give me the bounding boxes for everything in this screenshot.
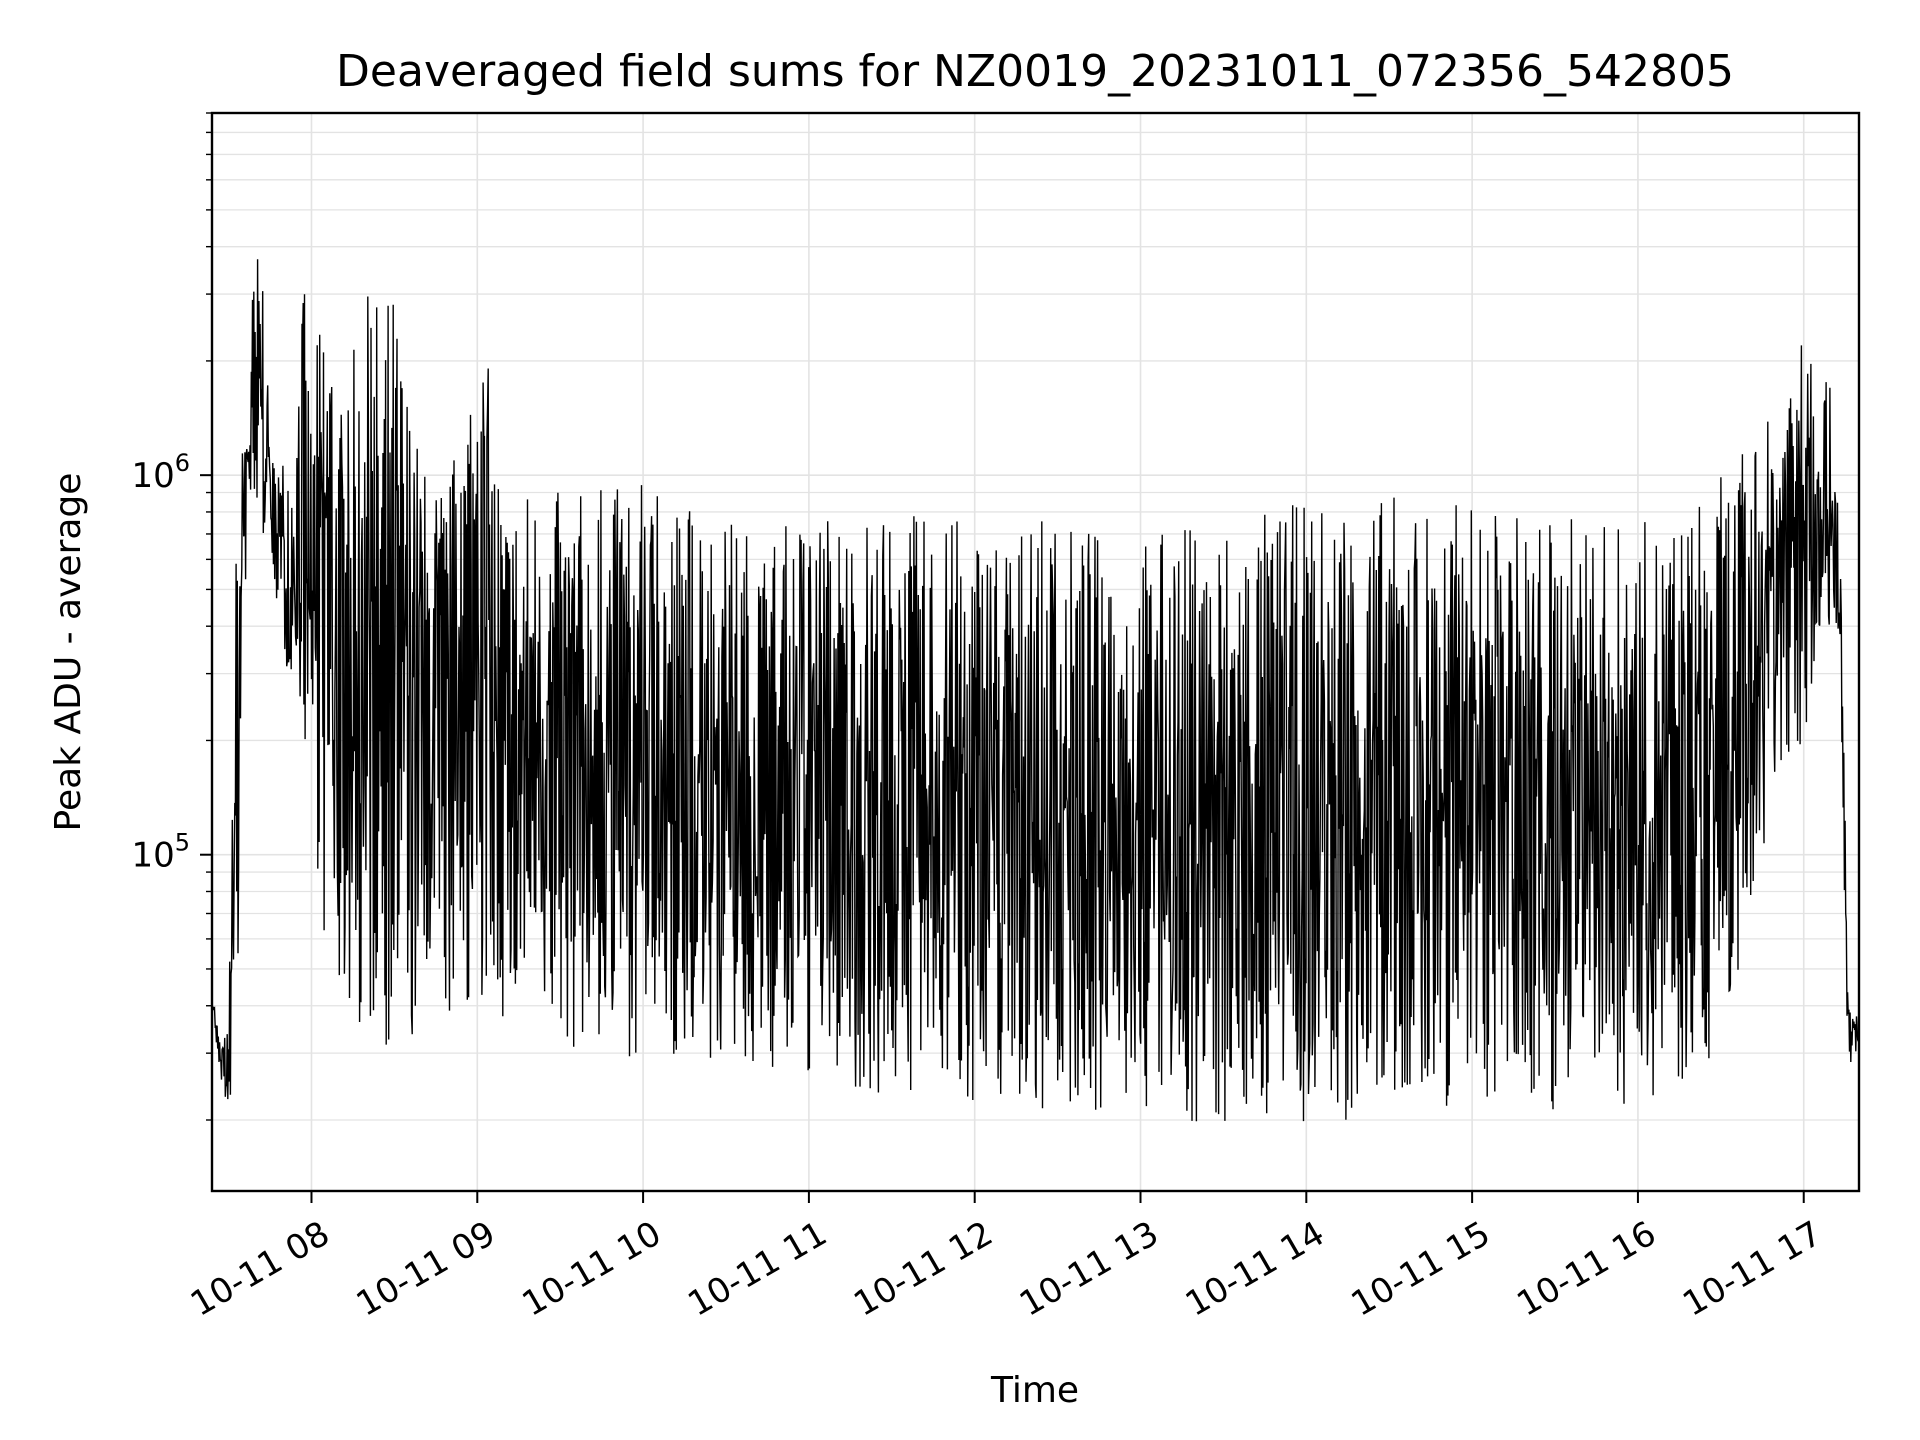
series-line (211, 259, 1860, 1122)
x-tick-label: 10-11 13 (1013, 1214, 1165, 1325)
y-tick-label: 105 (131, 829, 190, 876)
x-tick-label: 10-11 16 (1510, 1214, 1662, 1325)
y-tick-base: 10 (131, 456, 174, 496)
y-tick-exponent: 6 (175, 449, 190, 477)
y-tick-label: 106 (131, 449, 190, 496)
series-layer (211, 259, 1860, 1122)
x-tick-label: 10-11 14 (1179, 1214, 1331, 1325)
x-tick-label: 10-11 10 (516, 1214, 668, 1325)
plot-frame (210, 111, 1861, 1193)
y-tick-exponent: 5 (175, 829, 190, 857)
x-ticks: 10-11 08 10-11 09 10-11 10 10-11 11 10-11 12… (184, 1191, 1829, 1325)
x-tick-label: 10-11 11 (681, 1214, 833, 1325)
x-tick-label: 10-11 08 (184, 1214, 336, 1325)
x-tick-label: 10-11 09 (350, 1214, 502, 1325)
x-tick-label: 10-11 15 (1345, 1214, 1497, 1325)
y-tick-base: 10 (131, 836, 174, 876)
chart-title: Deaveraged field sums for NZ0019_2023101… (336, 46, 1734, 97)
x-tick-label: 10-11 17 (1676, 1214, 1828, 1325)
x-axis-label: Time (990, 1370, 1079, 1411)
x-tick-label: 10-11 12 (847, 1214, 999, 1325)
y-axis-label: Peak ADU - average (48, 473, 89, 832)
